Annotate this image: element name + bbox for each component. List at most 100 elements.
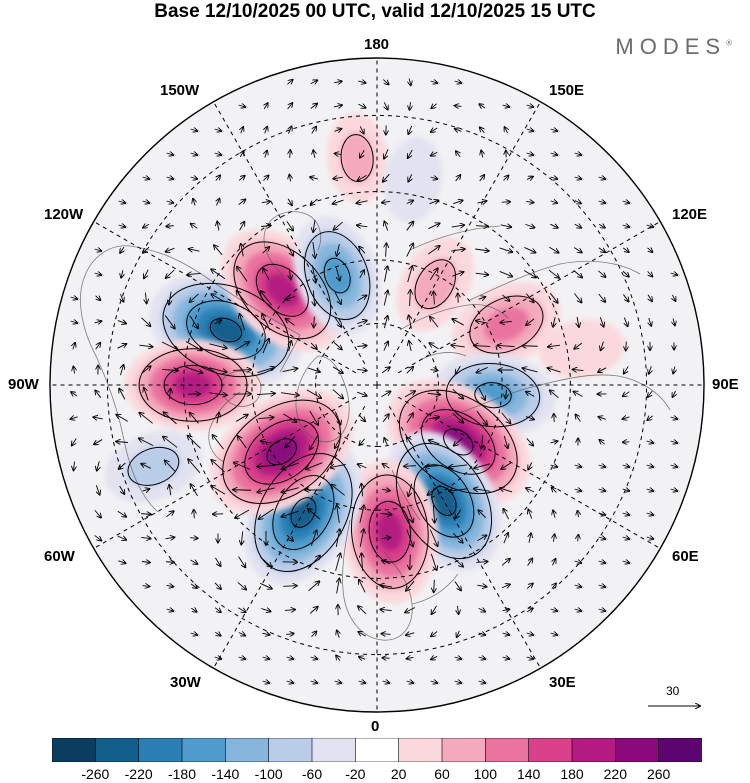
- wind-vector-arrow: [265, 127, 268, 134]
- meridian-line: [397, 221, 661, 374]
- wind-vector-arrow: [337, 505, 340, 523]
- wind-vector-arrow: [452, 319, 464, 326]
- wind-vector-arrow: [165, 537, 175, 538]
- wind-vector-arrow: [384, 316, 387, 329]
- height-contours: [127, 134, 544, 589]
- wind-vector-arrow: [624, 317, 627, 327]
- wind-vector-arrow: [120, 246, 124, 253]
- wind-vector-arrow: [216, 199, 219, 206]
- wind-vector-arrow: [286, 634, 294, 635]
- meridian-line: [213, 101, 366, 365]
- wind-vector-arrow: [143, 246, 150, 253]
- lon-label-60w: 60W: [44, 548, 75, 565]
- wind-vector-arrow: [478, 633, 486, 635]
- wind-vector-arrow: [281, 393, 299, 396]
- wind-vectors: [70, 79, 677, 683]
- colorbar-bin: [181, 738, 227, 762]
- colorbar-bin: [571, 738, 617, 762]
- wind-vector-arrow: [431, 631, 438, 637]
- wind-vector-arrow: [281, 487, 299, 493]
- wind-vector-arrow: [261, 225, 271, 226]
- wind-vector-arrow: [523, 270, 536, 277]
- wind-vector-arrow: [407, 657, 414, 658]
- lon-label-90e: 90E: [712, 376, 739, 393]
- wind-vector-arrow: [142, 177, 150, 179]
- wind-vector-arrow: [409, 78, 411, 86]
- wind-vector-arrow: [550, 441, 557, 443]
- contour-line: [469, 295, 544, 354]
- colorbar-bin: [311, 738, 357, 762]
- contour-line: [254, 453, 353, 573]
- wind-vector-arrow: [260, 291, 272, 306]
- wind-vector-arrow: [501, 412, 511, 424]
- wind-vector-arrow: [503, 176, 508, 181]
- colorbar-bin: [95, 738, 140, 762]
- contour-line: [233, 241, 332, 340]
- wind-vector-arrow: [381, 634, 391, 635]
- wind-vector-arrow: [235, 509, 250, 518]
- wind-vector-arrow: [407, 266, 413, 283]
- wind-vector-arrow: [238, 607, 245, 612]
- map-disk-border: [49, 57, 705, 713]
- wind-vector-arrow: [94, 510, 101, 517]
- wind-vector-arrow: [451, 345, 465, 347]
- colorbar-tick: 220: [603, 766, 628, 782]
- anomaly-shading-layer: [538, 319, 625, 379]
- wind-vector-arrow: [359, 438, 365, 445]
- wind-vector-arrow: [430, 177, 438, 179]
- contour-line: [350, 474, 429, 589]
- wind-vector-arrow: [383, 173, 390, 182]
- wind-vector-arrow: [384, 149, 389, 158]
- wind-vector-arrow: [456, 365, 461, 374]
- colorbar-tick: -20: [345, 766, 366, 782]
- wind-vector-arrow: [409, 315, 412, 329]
- registered-mark: ®: [726, 38, 732, 48]
- modes-logo: MODES®: [615, 34, 732, 60]
- wind-vector-arrow: [94, 321, 102, 323]
- contour-line: [138, 348, 248, 422]
- wind-vector-arrow: [261, 441, 272, 443]
- positive-anomaly-center: [341, 459, 439, 604]
- wind-vector-arrow: [455, 509, 462, 519]
- wind-vector-arrow: [598, 465, 606, 467]
- map-title: Base 12/10/2025 00 UTC, valid 12/10/2025…: [154, 1, 596, 22]
- wind-vector-arrow: [141, 514, 151, 515]
- wind-vector-arrow: [261, 609, 270, 612]
- wind-vector-arrow: [405, 607, 416, 612]
- wind-vector-arrow: [598, 609, 606, 611]
- latitude-circle: [106, 114, 648, 656]
- wind-vector-arrow: [358, 81, 365, 83]
- wind-vector-arrow: [289, 268, 291, 280]
- wind-vector-arrow: [454, 81, 462, 83]
- wind-vector-arrow: [622, 417, 630, 419]
- wind-vector-arrow: [193, 199, 195, 206]
- wind-vector-arrow: [431, 128, 438, 132]
- wind-vector-arrow: [526, 633, 534, 635]
- wind-vector-arrow: [141, 537, 150, 538]
- wind-vector-arrow: [94, 273, 102, 275]
- wind-vector-arrow: [383, 291, 388, 306]
- contour-line: [413, 464, 475, 538]
- wind-vector-arrow: [430, 81, 438, 83]
- wind-vector-arrow: [239, 222, 245, 231]
- wind-vector-arrow: [670, 465, 678, 467]
- contour-line: [272, 475, 335, 550]
- wind-vector-arrow: [212, 435, 224, 450]
- contour-line: [244, 418, 319, 485]
- wind-vector-arrow: [574, 224, 582, 228]
- wind-vector-arrow: [408, 125, 411, 134]
- wind-vector-arrow: [481, 150, 483, 158]
- contour-line: [209, 317, 243, 343]
- wind-vector-arrow: [190, 560, 198, 564]
- wind-vector-arrow: [622, 513, 630, 515]
- wind-vector-arrow: [164, 315, 174, 328]
- colorbar: [52, 738, 702, 762]
- wind-vector-arrow: [673, 366, 675, 374]
- wind-vector-arrow: [73, 343, 75, 350]
- negative-anomaly-center: [104, 430, 203, 503]
- wind-vector-arrow: [139, 438, 154, 447]
- wind-vector-arrow: [452, 412, 463, 422]
- wind-vector-arrow: [262, 681, 270, 683]
- wind-vector-arrow: [502, 294, 509, 301]
- wind-vector-arrow: [384, 266, 387, 282]
